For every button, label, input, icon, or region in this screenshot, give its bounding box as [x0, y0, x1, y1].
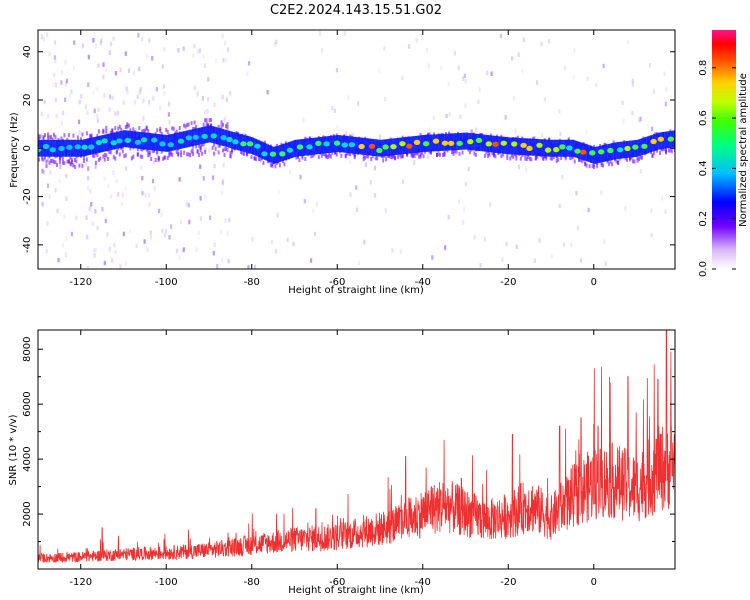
colorbar-tick-label: 0.2	[698, 211, 709, 227]
spectrogram-xtick-label: -120	[69, 277, 92, 288]
spectrogram-ytick-label: -40	[22, 237, 33, 253]
snr-ylabel: SNR (10 * v/v)	[8, 414, 19, 485]
colorbar-tick-label: 0.0	[698, 261, 709, 277]
spectrogram-xtick-label: -20	[500, 277, 516, 288]
spectrogram-panel: -120 -100 -80 -60 -40 -20 0 -40 -20 0 20 40 Height …	[9, 29, 676, 296]
snr-xtick-label: -80	[244, 577, 260, 588]
spectrogram-xtick-label: -100	[155, 277, 178, 288]
snr-series-line	[38, 330, 675, 564]
colorbar: 0.0 0.2 0.4 0.6 0.8 Normalized spectral ampl…	[698, 30, 749, 277]
spectrogram-xtick-label: -60	[329, 277, 345, 288]
snr-xtick-label: -100	[155, 577, 178, 588]
snr-ytick-label: 8000	[22, 337, 33, 362]
snr-ytick-label: 2000	[22, 501, 33, 526]
snr-xtick-label: -120	[69, 577, 92, 588]
colorbar-tick-label: 0.6	[698, 110, 709, 126]
spectrogram-ytick-label: 20	[22, 94, 33, 107]
spectrogram-xlabel: Height of straight line (km)	[288, 285, 424, 296]
snr-frame	[37, 329, 676, 570]
figure-title: C2E2.2024.143.15.51.G02	[270, 3, 442, 18]
spectrogram-ytick-label: 40	[22, 45, 33, 58]
snr-panel: -120 -100 -80 -60 -40 -20 0 2000 4000 6000 8000 He…	[8, 329, 676, 596]
snr-ytick-label: 4000	[22, 446, 33, 471]
spectrogram-ylabel: Frequency (Hz)	[9, 112, 20, 188]
colorbar-gradient	[712, 30, 736, 269]
snr-xtick-label: -60	[329, 577, 345, 588]
colorbar-label: Normalized spectral amplitude	[738, 73, 749, 227]
snr-xtick-label: -20	[500, 577, 516, 588]
snr-ytick-label: 6000	[22, 391, 33, 416]
spectrogram-xtick-label: 0	[591, 277, 597, 288]
spectrogram-ytick-label: -20	[22, 188, 33, 204]
colorbar-tick-label: 0.4	[698, 160, 709, 176]
spectrogram-frame	[37, 29, 676, 270]
snr-xlabel: Height of straight line (km)	[288, 585, 424, 596]
snr-xtick-label: -40	[415, 577, 431, 588]
spectrogram-xtick-label: -80	[244, 277, 260, 288]
colorbar-tick-label: 0.8	[698, 60, 709, 76]
spectrogram-xtick-label: -40	[415, 277, 431, 288]
spectrogram-ytick-label: 0	[22, 145, 33, 151]
snr-xtick-label: 0	[591, 577, 597, 588]
